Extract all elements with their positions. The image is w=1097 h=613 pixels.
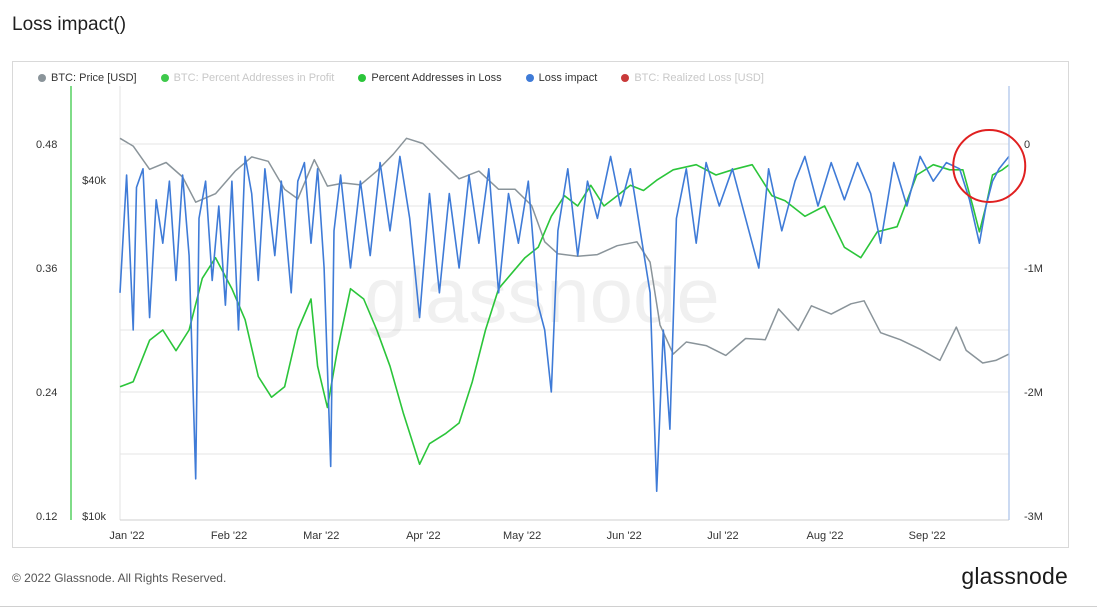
series-line-price (119, 137, 1010, 364)
right-tick-label: 0 (1024, 139, 1030, 151)
left-tick-label: 0.36 (36, 263, 57, 275)
x-tick-label: Feb '22 (211, 530, 247, 542)
footer-brand-logo[interactable]: glassnode (961, 563, 1068, 589)
price-tick-label: $40k (82, 175, 106, 187)
highlight-circle (952, 129, 1027, 203)
chart-axes: Jan '22 Feb '22 Mar '22 Apr '22 May '22 Jun '… (36, 86, 1043, 542)
left-tick-label: 0.24 (36, 387, 57, 399)
x-tick-label: Jun '22 (607, 530, 642, 542)
legend-dot-loss-impact (525, 74, 534, 82)
x-tick-label: Apr '22 (406, 530, 441, 542)
legend-label: Percent Addresses in Loss (371, 72, 502, 84)
legend-item-price[interactable]: BTC: Price [USD] (38, 72, 137, 84)
footer-copyright: © 2022 Glassnode. All Rights Reserved. (12, 571, 227, 585)
x-tick-label: Sep '22 (909, 530, 946, 542)
page-title: Loss impact() (12, 14, 127, 35)
legend-label: Loss impact (538, 72, 598, 84)
chart-series (119, 137, 1010, 492)
legend-label: BTC: Price [USD] (51, 72, 137, 84)
legend-item-percent-profit[interactable]: BTC: Percent Addresses in Profit (160, 72, 335, 84)
legend-dot-realized-loss (621, 74, 630, 82)
price-tick-label: $10k (82, 511, 106, 523)
legend-label: BTC: Percent Addresses in Profit (173, 72, 335, 84)
legend-dot-percent-profit (160, 74, 169, 82)
legend-item-percent-loss[interactable]: Percent Addresses in Loss (358, 72, 502, 84)
legend-item-realized-loss[interactable]: BTC: Realized Loss [USD] (621, 72, 764, 84)
right-tick-label: -1M (1024, 263, 1043, 275)
left-tick-label: 0.12 (36, 511, 57, 523)
legend-dot-percent-loss (358, 74, 367, 82)
legend-dot-price (38, 74, 46, 82)
bottom-divider (0, 606, 1097, 607)
series-line-loss-impact (119, 155, 1010, 492)
x-tick-label: Mar '22 (303, 530, 339, 542)
x-tick-label: Jul '22 (707, 530, 738, 542)
x-tick-label: May '22 (503, 530, 541, 542)
right-tick-label: -2M (1024, 387, 1043, 399)
legend-item-loss-impact[interactable]: Loss impact (525, 72, 598, 84)
legend-label: BTC: Realized Loss [USD] (634, 72, 764, 84)
chart-legend: BTC: Price [USD] BTC: Percent Addresses … (38, 70, 788, 86)
left-tick-label: 0.48 (36, 139, 57, 151)
right-tick-label: -3M (1024, 511, 1043, 523)
chart-frame (12, 61, 1069, 548)
x-tick-label: Aug '22 (807, 530, 844, 542)
x-tick-label: Jan '22 (109, 530, 144, 542)
series-line-percent-loss (119, 163, 1010, 466)
